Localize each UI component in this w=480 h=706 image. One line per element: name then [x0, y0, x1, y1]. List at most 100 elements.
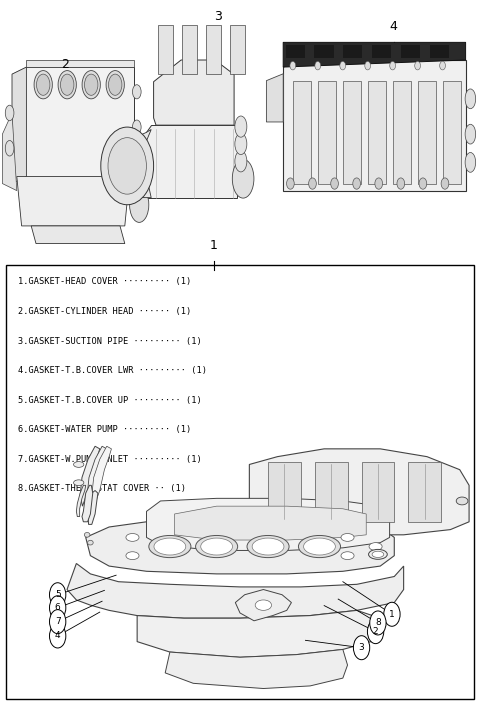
Circle shape — [367, 620, 384, 644]
Ellipse shape — [465, 152, 476, 172]
Ellipse shape — [132, 85, 141, 99]
Polygon shape — [175, 506, 366, 540]
Ellipse shape — [201, 538, 232, 555]
Bar — [286, 45, 305, 58]
Ellipse shape — [456, 497, 468, 505]
Ellipse shape — [341, 534, 354, 542]
Circle shape — [415, 61, 420, 70]
Polygon shape — [266, 74, 283, 122]
Polygon shape — [76, 485, 86, 517]
Text: 8.GASKET-THERMOSTAT COVER ·· (1): 8.GASKET-THERMOSTAT COVER ·· (1) — [18, 484, 186, 493]
Text: 7: 7 — [55, 617, 60, 626]
Circle shape — [108, 138, 146, 194]
Ellipse shape — [247, 535, 289, 558]
Text: 6: 6 — [55, 603, 60, 612]
Circle shape — [49, 610, 66, 634]
Ellipse shape — [60, 74, 74, 95]
Text: 2: 2 — [61, 58, 69, 71]
Circle shape — [370, 611, 386, 635]
Polygon shape — [12, 67, 26, 184]
Text: 7.GASKET-W.PUMP INLET ········· (1): 7.GASKET-W.PUMP INLET ········· (1) — [18, 455, 202, 464]
Circle shape — [49, 624, 66, 648]
Polygon shape — [283, 60, 466, 191]
Ellipse shape — [232, 160, 254, 198]
Text: 2.GASKET-CYLINDER HEAD ······ (1): 2.GASKET-CYLINDER HEAD ······ (1) — [18, 307, 192, 316]
Circle shape — [290, 61, 296, 70]
Text: 4: 4 — [55, 631, 60, 640]
Circle shape — [49, 596, 66, 620]
Circle shape — [309, 178, 316, 189]
Polygon shape — [146, 125, 238, 198]
Bar — [343, 45, 362, 58]
Ellipse shape — [369, 543, 382, 551]
Circle shape — [340, 61, 346, 70]
FancyBboxPatch shape — [230, 25, 245, 75]
Ellipse shape — [369, 549, 387, 559]
Text: 1: 1 — [210, 239, 217, 252]
Ellipse shape — [5, 105, 14, 121]
Ellipse shape — [126, 534, 139, 542]
Text: 1.GASKET-HEAD COVER ········· (1): 1.GASKET-HEAD COVER ········· (1) — [18, 277, 192, 287]
Text: 2: 2 — [373, 627, 378, 636]
Ellipse shape — [106, 71, 124, 99]
Ellipse shape — [235, 133, 247, 155]
Polygon shape — [80, 446, 100, 506]
Polygon shape — [26, 60, 134, 67]
Text: 8: 8 — [375, 618, 381, 628]
Bar — [6, 265, 474, 699]
Circle shape — [287, 178, 294, 189]
Bar — [314, 45, 334, 58]
Text: 5.GASKET-T.B.COVER UP ········· (1): 5.GASKET-T.B.COVER UP ········· (1) — [18, 395, 202, 405]
Ellipse shape — [87, 540, 93, 545]
Text: 1: 1 — [389, 610, 395, 618]
Circle shape — [49, 582, 66, 606]
FancyBboxPatch shape — [318, 81, 336, 184]
Text: 3.GASKET-SUCTION PIPE ········· (1): 3.GASKET-SUCTION PIPE ········· (1) — [18, 337, 202, 345]
Ellipse shape — [84, 74, 98, 95]
Ellipse shape — [130, 187, 149, 222]
Polygon shape — [87, 446, 107, 506]
Ellipse shape — [303, 538, 336, 555]
Polygon shape — [283, 42, 466, 67]
Ellipse shape — [149, 535, 191, 558]
Ellipse shape — [82, 71, 100, 99]
Ellipse shape — [465, 89, 476, 109]
Ellipse shape — [5, 140, 14, 156]
Polygon shape — [92, 446, 111, 506]
Text: 4: 4 — [390, 20, 397, 33]
Polygon shape — [408, 462, 441, 522]
Polygon shape — [17, 176, 130, 226]
FancyBboxPatch shape — [206, 25, 221, 75]
Bar — [372, 45, 391, 58]
Ellipse shape — [255, 600, 272, 611]
Text: 4.GASKET-T.B.COVER LWR ········· (1): 4.GASKET-T.B.COVER LWR ········· (1) — [18, 366, 207, 375]
Ellipse shape — [132, 155, 141, 169]
Circle shape — [315, 61, 321, 70]
Ellipse shape — [299, 535, 340, 558]
Circle shape — [101, 127, 154, 205]
Polygon shape — [88, 491, 98, 525]
Polygon shape — [154, 60, 234, 125]
Ellipse shape — [36, 74, 50, 95]
Ellipse shape — [73, 480, 84, 486]
Ellipse shape — [465, 124, 476, 144]
Bar — [430, 45, 449, 58]
Polygon shape — [82, 485, 93, 522]
FancyBboxPatch shape — [293, 81, 311, 184]
Circle shape — [441, 178, 449, 189]
Ellipse shape — [154, 538, 186, 555]
Polygon shape — [2, 113, 17, 191]
Text: 5: 5 — [55, 590, 60, 599]
FancyBboxPatch shape — [393, 81, 411, 184]
Ellipse shape — [34, 71, 52, 99]
Polygon shape — [315, 462, 348, 522]
Ellipse shape — [126, 552, 139, 560]
Circle shape — [353, 635, 370, 659]
Text: 3: 3 — [359, 643, 364, 652]
Polygon shape — [86, 519, 394, 574]
FancyBboxPatch shape — [182, 25, 197, 75]
Circle shape — [353, 178, 360, 189]
Polygon shape — [31, 226, 125, 244]
Polygon shape — [165, 650, 348, 688]
Ellipse shape — [108, 74, 122, 95]
